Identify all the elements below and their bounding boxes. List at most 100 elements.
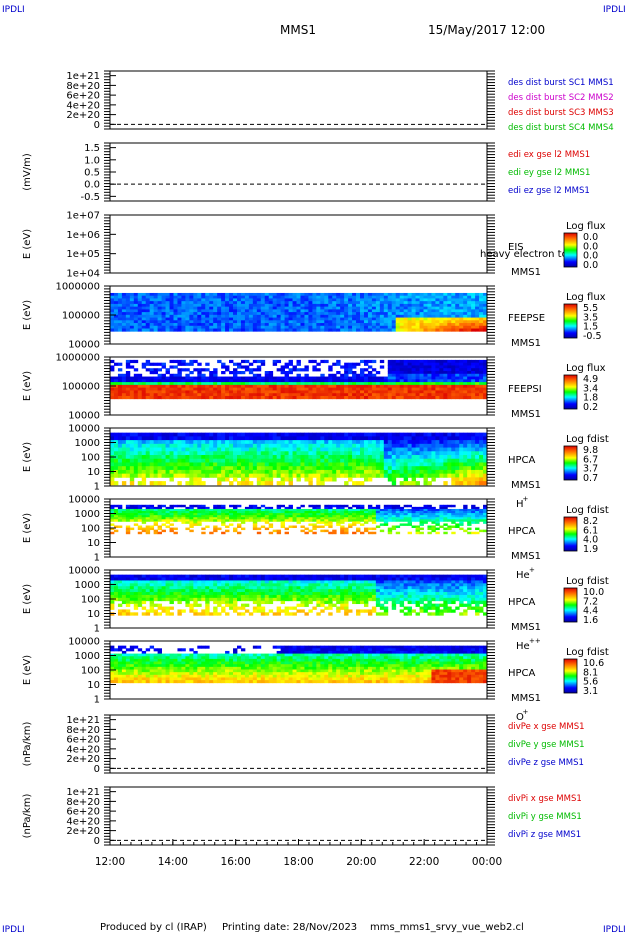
heatmap-cell bbox=[161, 382, 166, 386]
heatmap-cell bbox=[177, 395, 182, 400]
heatmap-cell bbox=[391, 382, 397, 386]
heatmap-cell bbox=[336, 504, 341, 508]
heatmap-cell bbox=[391, 451, 397, 456]
heatmap-cell bbox=[395, 382, 401, 386]
heatmap-cell bbox=[435, 519, 440, 522]
heatmap-cell bbox=[209, 314, 214, 318]
heatmap-cell bbox=[403, 395, 409, 400]
heatmap-cell bbox=[197, 508, 202, 512]
heatmap-cell bbox=[300, 312, 305, 316]
heatmap-cell bbox=[403, 458, 409, 463]
heatmap-cell bbox=[268, 387, 274, 391]
heatmap-cell bbox=[312, 393, 317, 397]
heatmap-cell bbox=[439, 303, 444, 308]
heatmap-cell bbox=[371, 301, 377, 305]
heatmap-cell bbox=[411, 477, 416, 482]
heatmap-cell bbox=[387, 519, 393, 522]
heatmap-cell bbox=[121, 320, 127, 324]
heatmap-cell bbox=[145, 295, 151, 299]
heatmap-cell bbox=[383, 443, 389, 448]
heatmap-cell bbox=[336, 390, 341, 394]
heatmap-cell bbox=[125, 292, 131, 297]
heatmap-cell bbox=[276, 309, 282, 313]
heatmap-cell bbox=[312, 515, 317, 518]
heatmap-cell bbox=[324, 515, 329, 518]
heatmap-cell bbox=[213, 384, 218, 389]
heatmap-cell bbox=[340, 314, 345, 318]
heatmap-cell bbox=[236, 317, 242, 321]
heatmap-cell bbox=[145, 317, 151, 321]
heatmap-cell bbox=[213, 517, 218, 520]
heatmap-cell bbox=[189, 473, 194, 478]
heatmap-cell bbox=[427, 314, 432, 318]
heatmap-cell bbox=[363, 292, 369, 297]
heatmap-cell bbox=[367, 443, 373, 448]
heatmap-cell bbox=[233, 508, 238, 512]
heatmap-cell bbox=[110, 506, 115, 510]
heatmap-cell bbox=[225, 511, 230, 514]
heatmap-cell bbox=[189, 328, 194, 332]
heatmap-cell bbox=[344, 481, 349, 486]
heatmap-cell bbox=[344, 529, 349, 533]
heatmap-cell bbox=[435, 301, 440, 305]
heatmap-cell bbox=[471, 504, 476, 508]
heatmap-cell bbox=[352, 328, 357, 332]
heatmap-cell bbox=[205, 376, 210, 380]
heatmap-cell bbox=[483, 317, 488, 321]
heatmap-cell bbox=[336, 513, 341, 516]
heatmap-cell bbox=[264, 390, 270, 394]
heatmap-cell bbox=[217, 395, 222, 400]
heatmap-cell bbox=[157, 362, 162, 366]
heatmap-cell bbox=[356, 519, 361, 522]
heatmap-cell bbox=[185, 473, 190, 478]
heatmap-cell bbox=[292, 519, 297, 522]
heatmap-cell bbox=[137, 458, 143, 463]
heatmap-cell bbox=[169, 359, 174, 364]
heatmap-cell bbox=[451, 511, 456, 514]
heatmap-cell bbox=[431, 466, 436, 471]
heatmap-cell bbox=[312, 312, 317, 316]
heatmap-cell bbox=[288, 314, 293, 318]
heatmap-cell bbox=[360, 519, 365, 522]
heatmap-cell bbox=[113, 328, 119, 332]
heatmap-cell bbox=[340, 469, 345, 475]
heatmap-cell bbox=[363, 303, 369, 308]
heatmap-cell bbox=[217, 511, 222, 514]
heatmap-cell bbox=[419, 301, 424, 305]
heatmap-cell bbox=[367, 328, 373, 332]
heatmap-cell bbox=[344, 323, 349, 327]
heatmap-cell bbox=[363, 462, 369, 467]
heatmap-cell bbox=[308, 515, 313, 518]
heatmap-cell bbox=[344, 382, 349, 386]
heatmap-cell bbox=[276, 515, 282, 518]
heatmap-cell bbox=[244, 511, 250, 514]
heatmap-cell bbox=[209, 469, 214, 475]
heatmap-cell bbox=[161, 309, 166, 313]
heatmap-cell bbox=[189, 525, 194, 528]
heatmap-cell bbox=[284, 379, 289, 383]
heatmap-cell bbox=[328, 508, 333, 512]
heatmap-cell bbox=[217, 298, 222, 302]
heatmap-cell bbox=[336, 469, 341, 475]
heatmap-cell bbox=[391, 511, 397, 514]
heatmap-cell bbox=[292, 469, 297, 475]
heatmap-cell bbox=[443, 382, 448, 386]
heatmap-cell bbox=[125, 314, 131, 318]
heatmap-cell bbox=[288, 379, 293, 383]
heatmap-cell bbox=[375, 306, 381, 310]
heatmap-cell bbox=[217, 306, 222, 310]
heatmap-cell bbox=[129, 477, 135, 482]
heatmap-cell bbox=[451, 384, 456, 389]
heatmap-cell bbox=[375, 511, 381, 514]
heatmap-cell bbox=[225, 382, 230, 386]
heatmap-cell bbox=[344, 309, 349, 313]
heatmap-cell bbox=[276, 455, 282, 460]
heatmap-cell bbox=[356, 317, 361, 321]
heatmap-cell bbox=[407, 451, 412, 456]
heatmap-cell bbox=[455, 382, 460, 386]
heatmap-cell bbox=[221, 506, 226, 510]
heatmap-cell bbox=[304, 527, 309, 531]
heatmap-cell bbox=[363, 529, 369, 533]
heatmap-cell bbox=[308, 295, 313, 299]
heatmap-cell bbox=[205, 436, 210, 441]
